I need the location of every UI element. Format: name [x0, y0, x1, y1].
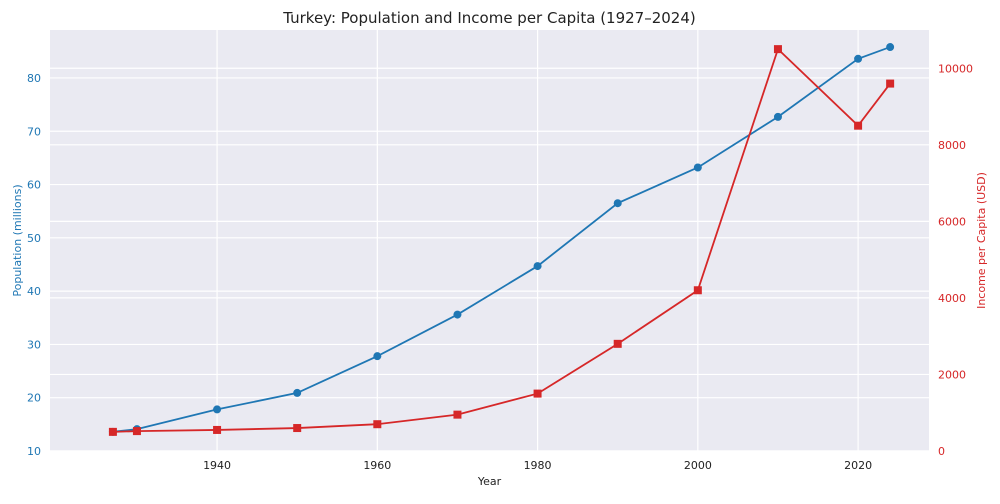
income-point: [453, 410, 462, 419]
income-point: [213, 425, 222, 434]
x-tick-label: 1980: [524, 459, 552, 472]
right-tick-label: 8000: [938, 139, 966, 152]
right-tick-label: 2000: [938, 368, 966, 381]
income-point: [693, 286, 702, 295]
population-point: [613, 199, 622, 208]
population-point: [773, 112, 782, 121]
series-layer: [108, 43, 895, 436]
left-tick-label: 50: [27, 232, 41, 245]
chart-title: Turkey: Population and Income per Capita…: [282, 9, 696, 27]
right-tick-label: 10000: [938, 62, 973, 75]
income-point: [108, 427, 117, 436]
x-tick-label: 2020: [844, 459, 872, 472]
right-tick-label: 4000: [938, 292, 966, 305]
income-point: [854, 121, 863, 130]
population-point: [886, 43, 895, 52]
population-point: [293, 388, 302, 397]
x-tick-label: 1960: [363, 459, 391, 472]
right-tick-label: 0: [938, 445, 945, 458]
axis-layer: 1940 1960 1980 2000 2020 10 20 30 40 50 60 70 80 0 200…: [27, 62, 973, 472]
income-point: [886, 79, 895, 88]
left-tick-label: 80: [27, 72, 41, 85]
left-axis-label: Population (millions): [11, 184, 24, 296]
population-series-line: [112, 46, 891, 433]
left-tick-label: 60: [27, 179, 41, 192]
population-point: [373, 352, 382, 361]
population-point: [453, 310, 462, 319]
left-tick-label: 40: [27, 285, 41, 298]
income-point: [373, 420, 382, 429]
grid-layer: [50, 30, 929, 452]
right-tick-label: 6000: [938, 215, 966, 228]
population-point: [693, 163, 702, 172]
left-tick-label: 70: [27, 125, 41, 138]
population-point: [854, 54, 863, 63]
x-tick-label: 2000: [684, 459, 712, 472]
income-point: [533, 389, 542, 398]
x-tick-label: 1940: [203, 459, 231, 472]
income-point: [613, 339, 622, 348]
income-point: [293, 424, 302, 433]
population-point: [213, 405, 222, 414]
income-point: [773, 45, 782, 54]
income-series-line: [112, 47, 891, 433]
left-tick-label: 10: [27, 445, 41, 458]
right-axis-label: Income per Capita (USD): [975, 172, 988, 309]
income-point: [132, 427, 141, 436]
population-point: [533, 262, 542, 271]
plot-background: [50, 30, 929, 451]
x-axis-label: Year: [477, 475, 502, 488]
left-tick-label: 30: [27, 338, 41, 351]
left-tick-label: 20: [27, 392, 41, 405]
